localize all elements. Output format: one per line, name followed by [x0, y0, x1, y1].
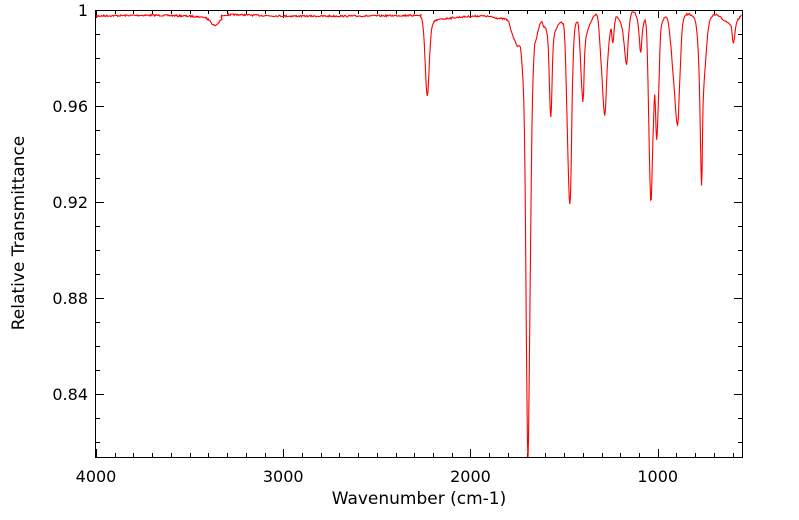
x-tick-label: 4000 [76, 467, 117, 486]
y-tick-label: 1 [78, 1, 88, 20]
x-axis-label: Wavenumber (cm-1) [332, 489, 507, 509]
y-axis-label: Relative Transmittance [9, 136, 29, 331]
y-tick-label: 0.88 [52, 289, 88, 308]
spectrum-line [96, 11, 742, 457]
x-tick-label: 3000 [263, 467, 304, 486]
x-tick-label: 1000 [637, 467, 678, 486]
y-tick-label: 0.84 [52, 385, 88, 404]
y-tick-label: 0.92 [52, 193, 88, 212]
plot-frame [95, 10, 743, 458]
x-tick-label: 2000 [450, 467, 491, 486]
y-tick-label: 0.96 [52, 97, 88, 116]
